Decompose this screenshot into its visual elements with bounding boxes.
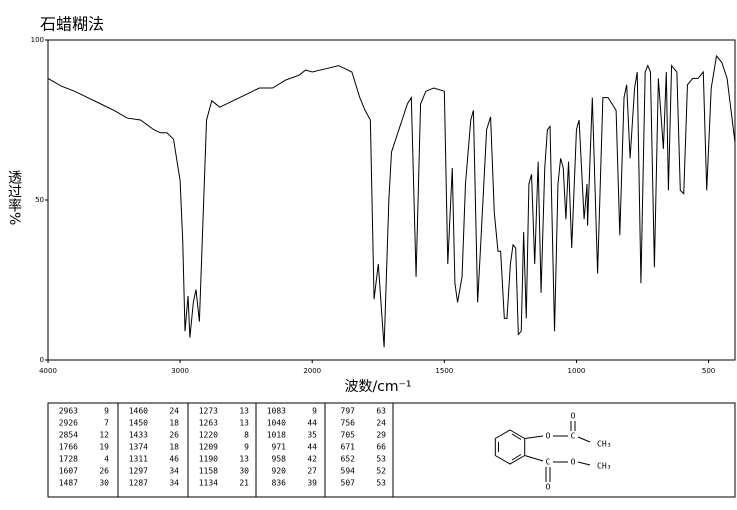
peak-wavenumber: 1728 — [59, 455, 78, 464]
peak-wavenumber: 1433 — [129, 431, 148, 440]
peak-transmittance: 24 — [376, 419, 386, 428]
peak-wavenumber: 971 — [272, 443, 287, 452]
peak-transmittance: 42 — [307, 455, 317, 464]
peak-transmittance: 66 — [376, 443, 386, 452]
peak-wavenumber: 2926 — [59, 419, 78, 428]
plot-frame — [47, 39, 736, 361]
peak-wavenumber: 1209 — [199, 443, 218, 452]
peak-wavenumber: 1487 — [59, 479, 78, 488]
peak-wavenumber: 756 — [341, 419, 356, 428]
peak-wavenumber: 1273 — [199, 407, 218, 416]
peak-transmittance: 13 — [239, 455, 249, 464]
y-tick-label: 0 — [40, 356, 44, 364]
peak-wavenumber: 797 — [341, 407, 356, 416]
peak-transmittance: 13 — [239, 419, 249, 428]
peak-transmittance: 9 — [312, 407, 317, 416]
peak-wavenumber: 1158 — [199, 467, 218, 476]
peak-wavenumber: 2963 — [59, 407, 78, 416]
peak-transmittance: 35 — [307, 431, 317, 440]
peak-transmittance: 53 — [376, 455, 386, 464]
chart-title: 石蜡糊法 — [40, 15, 104, 34]
peak-wavenumber: 594 — [341, 467, 356, 476]
x-tick-label: 2000 — [303, 367, 321, 375]
atom-label: CH₃ — [597, 462, 611, 471]
peak-transmittance: 18 — [169, 419, 179, 428]
peak-transmittance: 13 — [239, 407, 249, 416]
peak-wavenumber: 836 — [272, 479, 287, 488]
peak-table-frame — [47, 402, 736, 498]
peak-transmittance: 34 — [169, 467, 179, 476]
x-tick-label: 500 — [702, 367, 715, 375]
peak-transmittance: 24 — [169, 407, 179, 416]
peak-wavenumber: 920 — [272, 467, 287, 476]
x-tick-label: 4000 — [39, 367, 57, 375]
y-tick-label: 50 — [35, 196, 44, 204]
peak-wavenumber: 1607 — [59, 467, 78, 476]
peak-wavenumber: 1460 — [129, 407, 148, 416]
peak-transmittance: 27 — [307, 467, 317, 476]
spectrum-line — [47, 54, 736, 348]
atom-label: O — [571, 458, 576, 467]
peak-wavenumber: 1263 — [199, 419, 218, 428]
peak-wavenumber: 1018 — [267, 431, 286, 440]
x-tick-label: 3000 — [171, 367, 189, 375]
peak-transmittance: 26 — [99, 467, 109, 476]
atom-label: C — [546, 458, 551, 467]
structure-bonds — [494, 421, 591, 482]
peak-wavenumber: 1766 — [59, 443, 78, 452]
peak-transmittance: 29 — [376, 431, 386, 440]
peak-wavenumber: 1190 — [199, 455, 218, 464]
peak-wavenumber: 1311 — [129, 455, 148, 464]
peak-wavenumber: 1083 — [267, 407, 286, 416]
peak-wavenumber: 958 — [272, 455, 287, 464]
peak-transmittance: 9 — [104, 407, 109, 416]
x-axis-label: 波数/cm⁻¹ — [344, 379, 411, 395]
peak-wavenumber: 671 — [341, 443, 356, 452]
x-tick-label: 1500 — [435, 367, 453, 375]
peak-transmittance: 12 — [99, 431, 109, 440]
peak-transmittance: 63 — [376, 407, 386, 416]
atom-label: O — [571, 412, 576, 421]
atom-label: O — [546, 432, 551, 441]
y-tick-label: 100 — [31, 36, 44, 44]
peak-wavenumber: 1374 — [129, 443, 148, 452]
peak-transmittance: 52 — [376, 467, 386, 476]
peak-transmittance: 46 — [169, 455, 179, 464]
peak-transmittance: 9 — [244, 443, 249, 452]
peak-transmittance: 39 — [307, 479, 317, 488]
peak-wavenumber: 1297 — [129, 467, 148, 476]
peak-wavenumber: 1220 — [199, 431, 218, 440]
peak-wavenumber: 705 — [341, 431, 356, 440]
peak-transmittance: 44 — [307, 419, 317, 428]
peak-transmittance: 53 — [376, 479, 386, 488]
peak-transmittance: 4 — [104, 455, 109, 464]
peak-wavenumber: 1040 — [267, 419, 286, 428]
atom-label: O — [546, 483, 551, 492]
peak-transmittance: 44 — [307, 443, 317, 452]
y-axis-label: 透过率% — [6, 170, 22, 225]
peak-transmittance: 30 — [239, 467, 249, 476]
peak-wavenumber: 2854 — [59, 431, 78, 440]
peak-transmittance: 26 — [169, 431, 179, 440]
x-tick-label: 1000 — [568, 367, 586, 375]
table-dividers — [117, 403, 394, 497]
peak-wavenumber: 507 — [341, 479, 356, 488]
peak-transmittance: 8 — [244, 431, 249, 440]
peak-wavenumber: 1450 — [129, 419, 148, 428]
peak-transmittance: 18 — [169, 443, 179, 452]
atom-label: CH₃ — [597, 440, 611, 449]
peak-transmittance: 30 — [99, 479, 109, 488]
peak-wavenumber: 652 — [341, 455, 356, 464]
peak-transmittance: 19 — [99, 443, 109, 452]
peak-wavenumber: 1287 — [129, 479, 148, 488]
atom-label: C — [571, 432, 576, 441]
peak-transmittance: 7 — [104, 419, 109, 428]
peak-transmittance: 21 — [239, 479, 249, 488]
peak-transmittance: 34 — [169, 479, 179, 488]
peak-wavenumber: 1134 — [199, 479, 218, 488]
